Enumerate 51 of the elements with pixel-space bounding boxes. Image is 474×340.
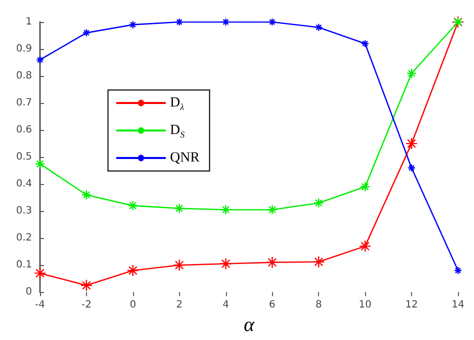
x-tick-label: 14 (452, 300, 464, 311)
y-tick-label: 0.2 (16, 232, 32, 244)
point (34, 158, 46, 169)
x-tick-label: 2 (176, 300, 183, 311)
y-tick-label: 0 (26, 286, 32, 298)
y-tick-label: 0.5 (16, 152, 32, 163)
x-tick-label: 10 (358, 300, 372, 311)
x-tick-label: 4 (222, 300, 229, 311)
point (34, 267, 46, 280)
point (407, 164, 416, 172)
point (406, 68, 417, 78)
point (266, 256, 278, 268)
point (405, 137, 418, 150)
point (36, 56, 44, 64)
y-tick-label: 0.4 (16, 178, 32, 190)
point (80, 279, 93, 292)
x-tick-label: 6 (269, 300, 276, 311)
y-tick-label: 0.9 (16, 44, 32, 55)
y-tick-label: 1 (26, 16, 32, 28)
point (359, 240, 372, 252)
point (222, 18, 230, 26)
point (268, 18, 276, 26)
point (312, 256, 325, 268)
point (220, 204, 231, 215)
x-axis-title: α (244, 314, 255, 336)
point (81, 190, 92, 200)
point (220, 258, 232, 270)
point (360, 182, 370, 192)
point (128, 200, 138, 211)
point (173, 258, 186, 272)
x-tick-label: -4 (35, 300, 45, 311)
y-tick-label: 0.6 (16, 124, 32, 136)
point (126, 264, 139, 277)
y-tick-label: 0.8 (16, 70, 32, 82)
x-tick-label: 8 (315, 300, 322, 311)
x-tick-label: 0 (130, 300, 136, 311)
point (174, 203, 184, 214)
x-tick-label: -2 (81, 300, 92, 311)
point (175, 18, 184, 26)
point (454, 266, 462, 275)
point (128, 20, 137, 29)
y-tick-label: 0.1 (16, 260, 32, 271)
point (314, 198, 324, 208)
point (314, 23, 323, 32)
y-tick-label: 0.7 (16, 98, 32, 109)
point (82, 28, 91, 37)
legend-label: QNR (170, 150, 200, 166)
point (267, 204, 278, 215)
y-tick-label: 0.3 (16, 206, 32, 217)
point (361, 40, 370, 48)
x-tick-label: 12 (405, 300, 418, 311)
